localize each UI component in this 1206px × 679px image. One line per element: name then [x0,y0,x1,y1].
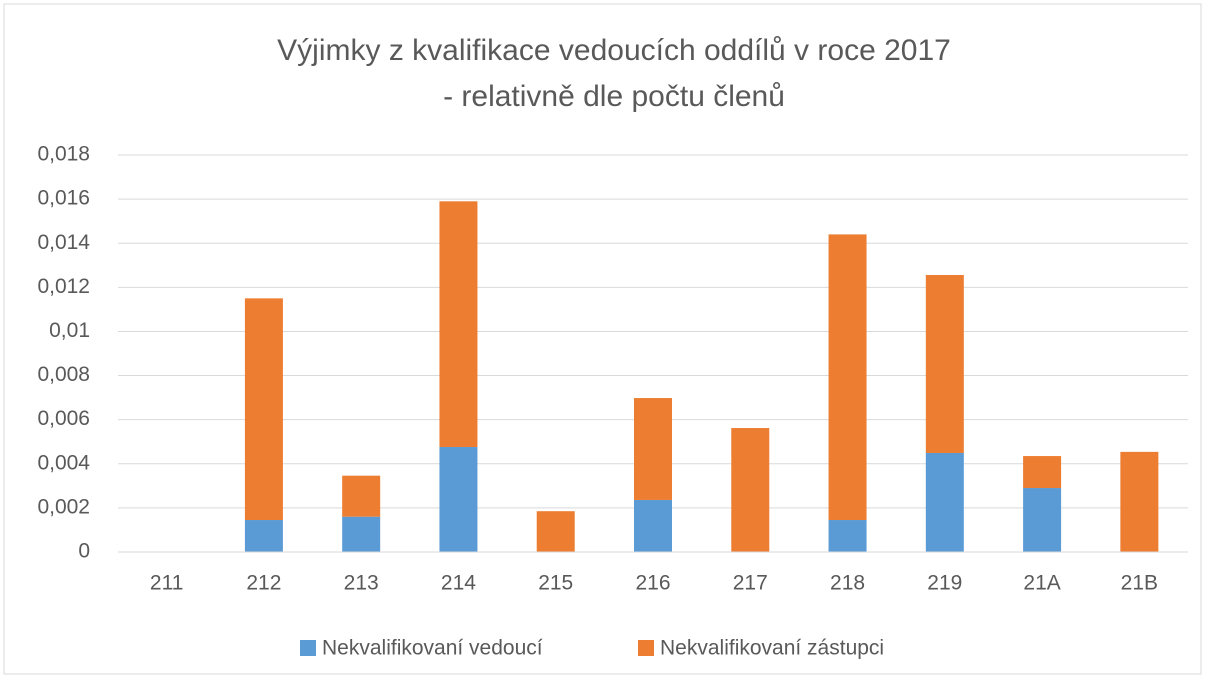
chart-title: - relativně dle počtu členů [443,80,785,113]
bar-segment [244,298,283,521]
bar-segment [342,516,381,552]
legend-swatch [638,640,654,656]
x-tick-label: 217 [733,572,768,595]
x-tick-label: 218 [830,572,865,595]
legend-label: Nekvalifikovaní vedoucí [322,637,543,660]
bar-segment [244,520,283,552]
bar-segment [925,452,964,552]
bar-segment [1120,451,1159,552]
x-tick-label: 214 [441,572,476,595]
bar-segment [634,499,672,552]
y-tick-label: 0,014 [37,231,90,254]
bar-segment [1023,456,1062,489]
bar-segment [439,201,478,448]
y-tick-label: 0 [78,540,90,563]
bar-segment [1023,488,1062,552]
chart-title: Výjimky z kvalifikace vedoucích oddílů v… [277,34,951,67]
y-tick-label: 0,006 [37,407,90,430]
bar-segment [634,398,672,500]
y-tick-label: 0,002 [37,495,90,518]
y-tick-label: 0,018 [37,143,90,166]
bar-segment [925,274,964,453]
y-tick-label: 0,016 [37,187,90,210]
legend-label: Nekvalifikovaní zástupci [660,637,884,660]
bar-segment [828,234,867,521]
x-tick-label: 213 [344,572,379,595]
y-tick-label: 0,01 [49,319,90,342]
x-tick-label: 216 [635,572,670,595]
bar-segment [731,428,770,552]
bar-segment [828,520,867,552]
x-tick-label: 212 [246,572,281,595]
bar-segment [342,475,381,517]
chart-border [3,3,1202,675]
x-tick-label: 21A [1023,572,1060,595]
y-tick-label: 0,012 [37,275,90,298]
x-tick-label: 21B [1121,572,1158,595]
legend-swatch [300,640,316,656]
y-tick-label: 0,008 [37,363,90,386]
x-tick-label: 215 [538,572,573,595]
x-tick-label: 219 [927,572,962,595]
x-tick-label: 211 [150,572,183,595]
bar-segment [536,511,575,552]
bar-segment [439,447,478,552]
y-tick-label: 0,004 [37,451,90,474]
